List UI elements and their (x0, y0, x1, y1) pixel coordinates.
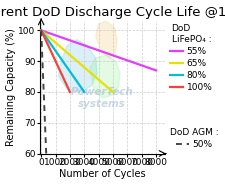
Legend: 50%: 50% (170, 128, 219, 149)
Polygon shape (90, 55, 120, 98)
X-axis label: Number of Cycles: Number of Cycles (59, 169, 146, 179)
Polygon shape (58, 40, 97, 92)
Polygon shape (96, 21, 117, 58)
Title: Different DoD Discharge Cycle Life @1C: Different DoD Discharge Cycle Life @1C (0, 6, 225, 18)
Y-axis label: Remaining Capacity (%): Remaining Capacity (%) (6, 28, 16, 146)
Text: PowerTech
systems: PowerTech systems (71, 87, 133, 109)
